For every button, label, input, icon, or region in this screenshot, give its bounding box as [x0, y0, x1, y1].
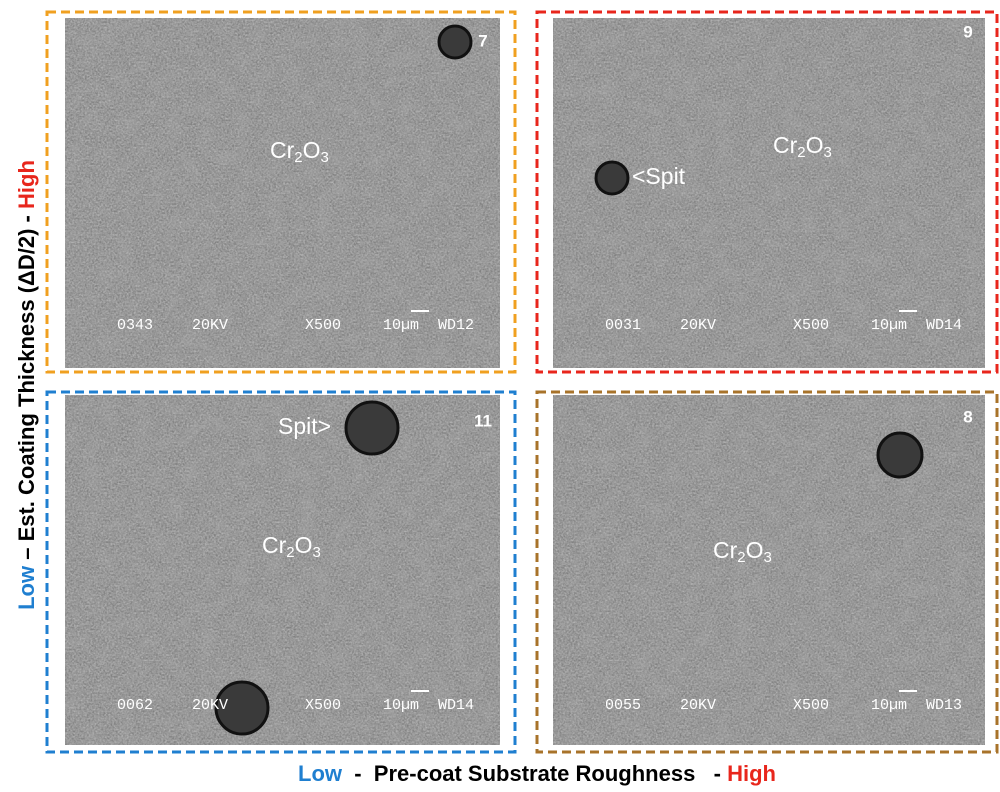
- x-high: High: [727, 761, 776, 786]
- sem-info: 10µm: [383, 317, 419, 334]
- element: O: [295, 532, 313, 558]
- annotation: Spit>: [278, 413, 331, 439]
- sem-info: X500: [305, 697, 341, 714]
- subscript: 2: [797, 144, 805, 161]
- x-low: Low: [298, 761, 343, 786]
- annotation: <Spit: [632, 163, 686, 189]
- subscript: 2: [737, 549, 745, 566]
- panel-number: 7: [478, 31, 487, 50]
- subscript: 3: [824, 144, 832, 161]
- panel: 8 Cr2O3 0055 20KV X500 10µm WD13: [537, 392, 997, 752]
- y-high: High: [14, 160, 39, 209]
- sem-info: 20KV: [680, 317, 716, 334]
- element: Cr: [270, 137, 295, 163]
- sem-info: WD13: [926, 697, 962, 714]
- sem-info: 0031: [605, 317, 641, 334]
- subscript: 3: [321, 149, 329, 166]
- panel-number: 11: [474, 411, 492, 430]
- element: O: [746, 537, 764, 563]
- sem-info: 10µm: [871, 697, 907, 714]
- spit-feature: [346, 402, 398, 454]
- element: Cr: [713, 537, 738, 563]
- subscript: 2: [286, 544, 294, 561]
- sem-info: X500: [793, 317, 829, 334]
- sem-info: 20KV: [192, 697, 228, 714]
- element: O: [303, 137, 321, 163]
- sem-grain: [65, 18, 500, 368]
- y-axis-label: Low – Est. Coating Thickness (ΔD/2) - Hi…: [14, 160, 39, 610]
- sem-grain: [65, 395, 500, 745]
- x-axis-label: Low - Pre-coat Substrate Roughness - Hig…: [298, 761, 776, 786]
- sem-info: 0062: [117, 697, 153, 714]
- sem-info: 20KV: [192, 317, 228, 334]
- sem-info: 10µm: [871, 317, 907, 334]
- panel: 11 Cr2O3 Spit> 0062 20KV X500 10µm WD14: [47, 392, 515, 752]
- panel-number: 8: [963, 407, 972, 426]
- subscript: 3: [313, 544, 321, 561]
- panel: 7 Cr2O3 0343 20KV X500 10µm WD12: [47, 12, 515, 372]
- panel: 9 Cr2O3 <Spit 0031 20KV X500 10µm WD14: [537, 12, 997, 372]
- element: O: [806, 132, 824, 158]
- subscript: 2: [294, 149, 302, 166]
- sem-info: WD12: [438, 317, 474, 334]
- spit-feature: [596, 162, 628, 194]
- spit-feature: [439, 26, 471, 58]
- subscript: 3: [764, 549, 772, 566]
- x-text: - Pre-coat Substrate Roughness -: [342, 761, 727, 786]
- sem-info: 20KV: [680, 697, 716, 714]
- sem-info: 0055: [605, 697, 641, 714]
- sem-info: X500: [793, 697, 829, 714]
- sem-info: 10µm: [383, 697, 419, 714]
- sem-info: 0343: [117, 317, 153, 334]
- panel-number: 9: [963, 22, 972, 41]
- figure: Low – Est. Coating Thickness (ΔD/2) - Hi…: [0, 0, 1000, 792]
- sem-info: X500: [305, 317, 341, 334]
- y-text: – Est. Coating Thickness (ΔD/2) -: [14, 209, 39, 566]
- sem-info: WD14: [438, 697, 474, 714]
- element: Cr: [773, 132, 798, 158]
- sem-info: WD14: [926, 317, 962, 334]
- spit-feature: [878, 433, 922, 477]
- element: Cr: [262, 532, 287, 558]
- y-low: Low: [14, 565, 39, 610]
